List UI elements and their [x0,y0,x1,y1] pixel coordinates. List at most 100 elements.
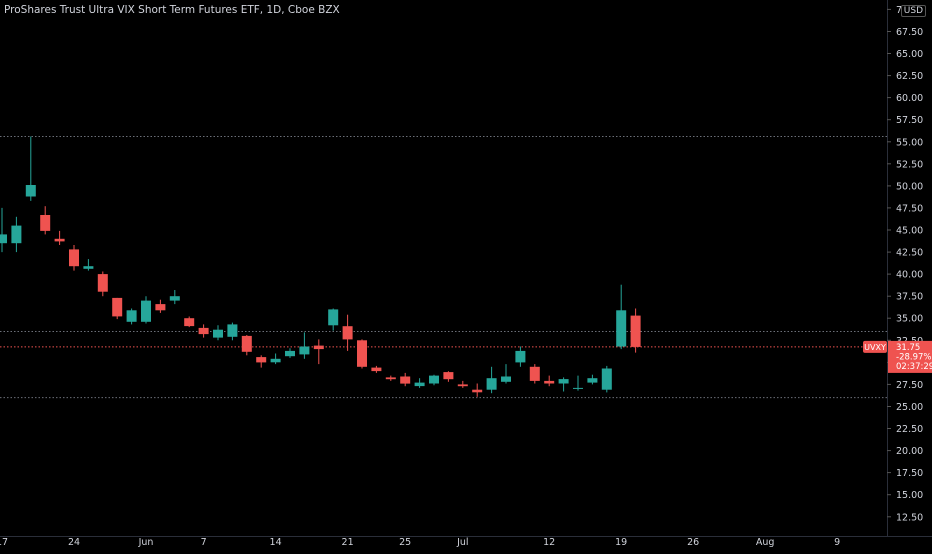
price-tick-label: 65.00 [896,49,923,60]
price-tick-label: 20.00 [896,446,923,457]
candle-body [342,326,353,340]
price-tick-label: 50.00 [896,181,923,192]
candle-8[interactable] [112,297,123,320]
candle-42[interactable] [601,365,612,393]
last-price-bg [888,340,932,373]
candle-body [299,346,310,355]
time-tick-label: Jun [138,537,154,548]
candle-body [616,310,627,347]
candle-22[interactable] [313,339,324,365]
candle-14[interactable] [198,324,209,338]
candle-36[interactable] [515,346,526,367]
candle-0[interactable] [0,207,7,253]
candle-26[interactable] [371,365,382,373]
candle-17[interactable] [241,335,252,356]
price-tick-label: 62.50 [896,71,923,82]
candle-15[interactable] [213,325,223,341]
candle-body [25,185,36,197]
candle-30[interactable] [429,374,439,386]
candle-body [227,324,238,337]
last-price-value: 31.75 [896,343,920,353]
candle-body [630,315,641,347]
price-tick-label: 52.50 [896,159,923,170]
candle-16[interactable] [227,322,238,341]
last-price-label: 31.75-28.97%02:37:29 [888,340,932,373]
time-tick-label: 17 [0,537,8,548]
candle-18[interactable] [256,355,267,368]
horizontal-lines [0,136,887,399]
symbol-badge-bg [863,340,887,353]
candle-7[interactable] [97,271,108,297]
candle-body [313,345,324,350]
candle-21[interactable] [299,332,310,359]
candle-body [0,234,7,244]
candle-body [457,384,468,387]
candle-4[interactable] [54,230,65,245]
candle-body [126,310,137,322]
candle-body [97,274,108,292]
candle-39[interactable] [558,377,569,392]
currency-label[interactable]: USD [900,5,926,17]
time-axis[interactable]: 17 24 Jun 7 14 21 25 Jul 12 19 26 Aug 9 [0,536,932,549]
price-tick-label: 55.00 [896,137,923,148]
candle-10[interactable] [141,296,151,324]
price-tick-label: 25.00 [896,402,923,413]
price-badge: UVXY 31.75-28.97%02:37:29 [863,340,932,373]
time-tick-label: 26 [687,537,699,548]
candle-body [169,296,180,301]
candle-9[interactable] [126,308,137,325]
symbol-badge: UVXY [863,340,887,353]
price-tick-label: 45.00 [896,226,923,237]
candle-38[interactable] [544,375,555,387]
price-tick-label: 57.50 [896,115,923,126]
candle-34[interactable] [486,366,497,394]
time-tick-label: 25 [399,537,411,548]
candle-35[interactable] [501,364,511,384]
candle-31[interactable] [443,371,454,382]
price-tick-label: 42.50 [896,248,923,259]
candle-37[interactable] [529,364,540,384]
price-axis[interactable]: 70.0067.5065.0062.5060.0057.5055.0052.50… [887,0,923,536]
candle-12[interactable] [169,290,180,305]
candle-5[interactable] [69,245,79,271]
candle-body [414,382,425,387]
candle-body [11,225,22,244]
time-tick-label: 19 [615,537,627,548]
price-tick-label: 15.00 [896,490,923,501]
candle-29[interactable] [414,378,425,388]
candle-40[interactable] [573,375,583,391]
candle-body [40,215,51,231]
candle-27[interactable] [385,375,396,381]
last-price-change: -28.97% [896,352,931,362]
candle-body [141,300,151,322]
candle-body [285,350,295,357]
candles [0,136,641,397]
candle-23[interactable] [328,308,339,331]
time-tick-label: 12 [543,537,555,548]
candle-3[interactable] [40,206,51,235]
candle-body [501,376,511,382]
candle-28[interactable] [400,372,411,387]
candle-body [371,367,382,372]
candle-19[interactable] [270,353,281,365]
candle-body [357,340,367,367]
candle-43[interactable] [616,284,627,350]
candle-41[interactable] [587,374,598,385]
candle-20[interactable] [285,348,295,358]
candle-11[interactable] [155,299,166,313]
candle-25[interactable] [357,339,367,369]
candle-32[interactable] [457,380,468,388]
candle-1[interactable] [11,216,22,253]
candle-6[interactable] [83,259,94,271]
candle-2[interactable] [25,136,36,201]
candle-body [328,309,339,326]
candle-24[interactable] [342,314,353,351]
candle-33[interactable] [472,383,483,397]
price-tick-label: 67.50 [896,27,923,38]
candle-body [155,304,166,311]
price-tick-label: 17.50 [896,468,923,479]
candle-13[interactable] [184,316,195,328]
candle-44[interactable] [630,308,641,353]
